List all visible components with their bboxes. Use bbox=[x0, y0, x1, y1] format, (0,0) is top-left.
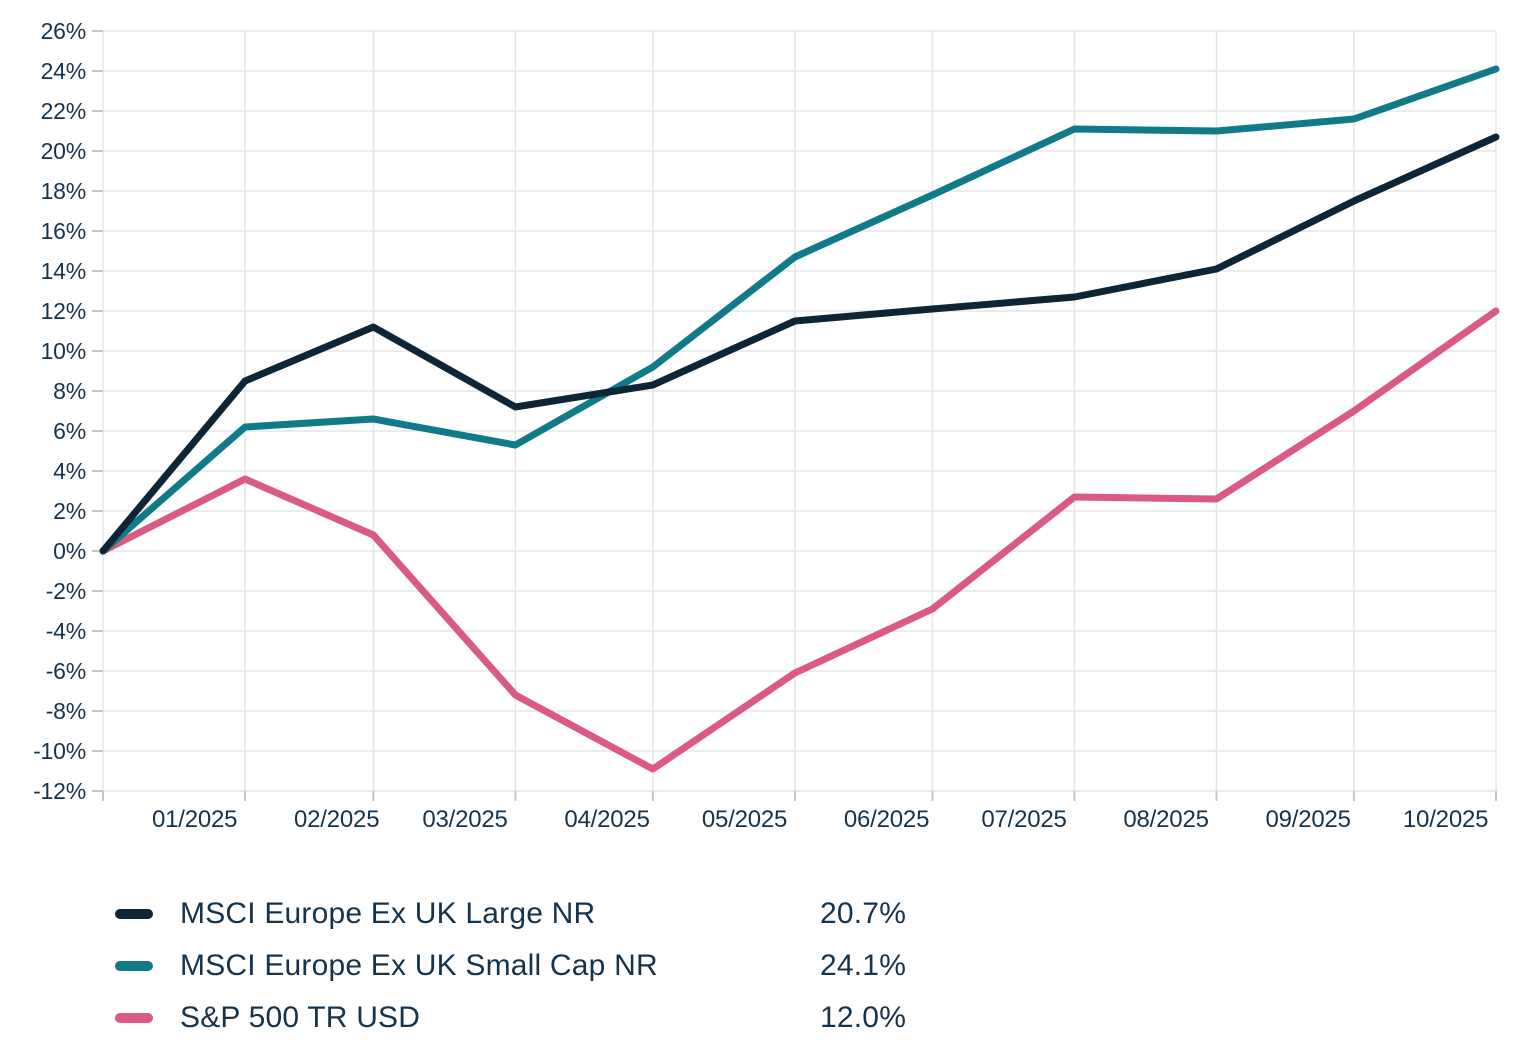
x-axis-label: 05/2025 bbox=[702, 806, 787, 833]
y-axis-label: -2% bbox=[46, 578, 86, 604]
y-axis-label: 24% bbox=[41, 58, 86, 84]
line-s-p-500-tr-usd bbox=[99, 307, 1500, 773]
legend-swatch-sp500-icon bbox=[115, 1013, 153, 1023]
x-axis-label: 01/2025 bbox=[152, 806, 237, 833]
x-axis-label: 02/2025 bbox=[294, 806, 379, 833]
y-axis-label: 6% bbox=[53, 418, 86, 444]
x-axis-label: 09/2025 bbox=[1265, 806, 1350, 833]
y-axis-label: -10% bbox=[33, 738, 86, 764]
legend-value-sp500: 12.0% bbox=[820, 1001, 907, 1034]
x-axis-label: 04/2025 bbox=[564, 806, 649, 833]
legend-label-sp500: S&P 500 TR USD bbox=[180, 1001, 421, 1034]
y-axis-label: -8% bbox=[46, 698, 86, 724]
axis-ticks bbox=[92, 30, 1497, 801]
legend-value-large: 20.7% bbox=[820, 897, 907, 930]
legend-item-sp500: S&P 500 TR USD 12.0% bbox=[115, 992, 906, 1044]
y-axis-label: -6% bbox=[46, 658, 86, 684]
y-axis-label: 8% bbox=[53, 378, 86, 404]
legend-swatch-small-cap-icon bbox=[115, 961, 153, 971]
y-axis-label: 22% bbox=[41, 98, 86, 124]
y-axis-label: 10% bbox=[41, 338, 86, 364]
y-axis-label: 4% bbox=[53, 458, 86, 484]
line-msci-europe-ex-uk-small-cap-nr bbox=[99, 65, 1500, 555]
y-axis-label: 12% bbox=[41, 298, 86, 324]
x-axis-label: 07/2025 bbox=[981, 806, 1066, 833]
line-chart: 26% 24% 22% 20% 18% 16% 14% 12% 10% 8% 6% 4% 2% 0% -2%… bbox=[33, 18, 1500, 833]
y-axis-label: 14% bbox=[41, 258, 86, 284]
x-axis-label: 03/2025 bbox=[422, 806, 507, 833]
x-axis-label: 08/2025 bbox=[1123, 806, 1208, 833]
legend-item-small-cap: MSCI Europe Ex UK Small Cap NR 24.1% bbox=[115, 940, 906, 992]
y-axis-label: -12% bbox=[33, 778, 86, 804]
x-axis-label: 10/2025 bbox=[1403, 806, 1488, 833]
legend-label-small-cap: MSCI Europe Ex UK Small Cap NR bbox=[180, 949, 658, 982]
legend-value-small-cap: 24.1% bbox=[820, 949, 907, 982]
axis-labels: 26% 24% 22% 20% 18% 16% 14% 12% 10% 8% 6% 4% 2% 0% -2%… bbox=[33, 18, 1488, 833]
gridlines bbox=[102, 30, 1497, 792]
y-axis-label: 18% bbox=[41, 178, 86, 204]
y-axis-label: 26% bbox=[41, 18, 86, 44]
legend-label-large: MSCI Europe Ex UK Large NR bbox=[180, 897, 596, 930]
legend-item-large: MSCI Europe Ex UK Large NR 20.7% bbox=[115, 888, 906, 940]
y-axis-label: 0% bbox=[53, 538, 86, 564]
y-axis-label: -4% bbox=[46, 618, 86, 644]
series-lines bbox=[99, 65, 1500, 773]
legend-swatch-large-icon bbox=[115, 909, 153, 919]
y-axis-label: 16% bbox=[41, 218, 86, 244]
legend: MSCI Europe Ex UK Large NR 20.7% MSCI Eu… bbox=[115, 888, 906, 1044]
y-axis-label: 2% bbox=[53, 498, 86, 524]
y-axis-label: 20% bbox=[41, 138, 86, 164]
line-msci-europe-ex-uk-large-nr bbox=[99, 133, 1500, 555]
x-axis-label: 06/2025 bbox=[844, 806, 929, 833]
